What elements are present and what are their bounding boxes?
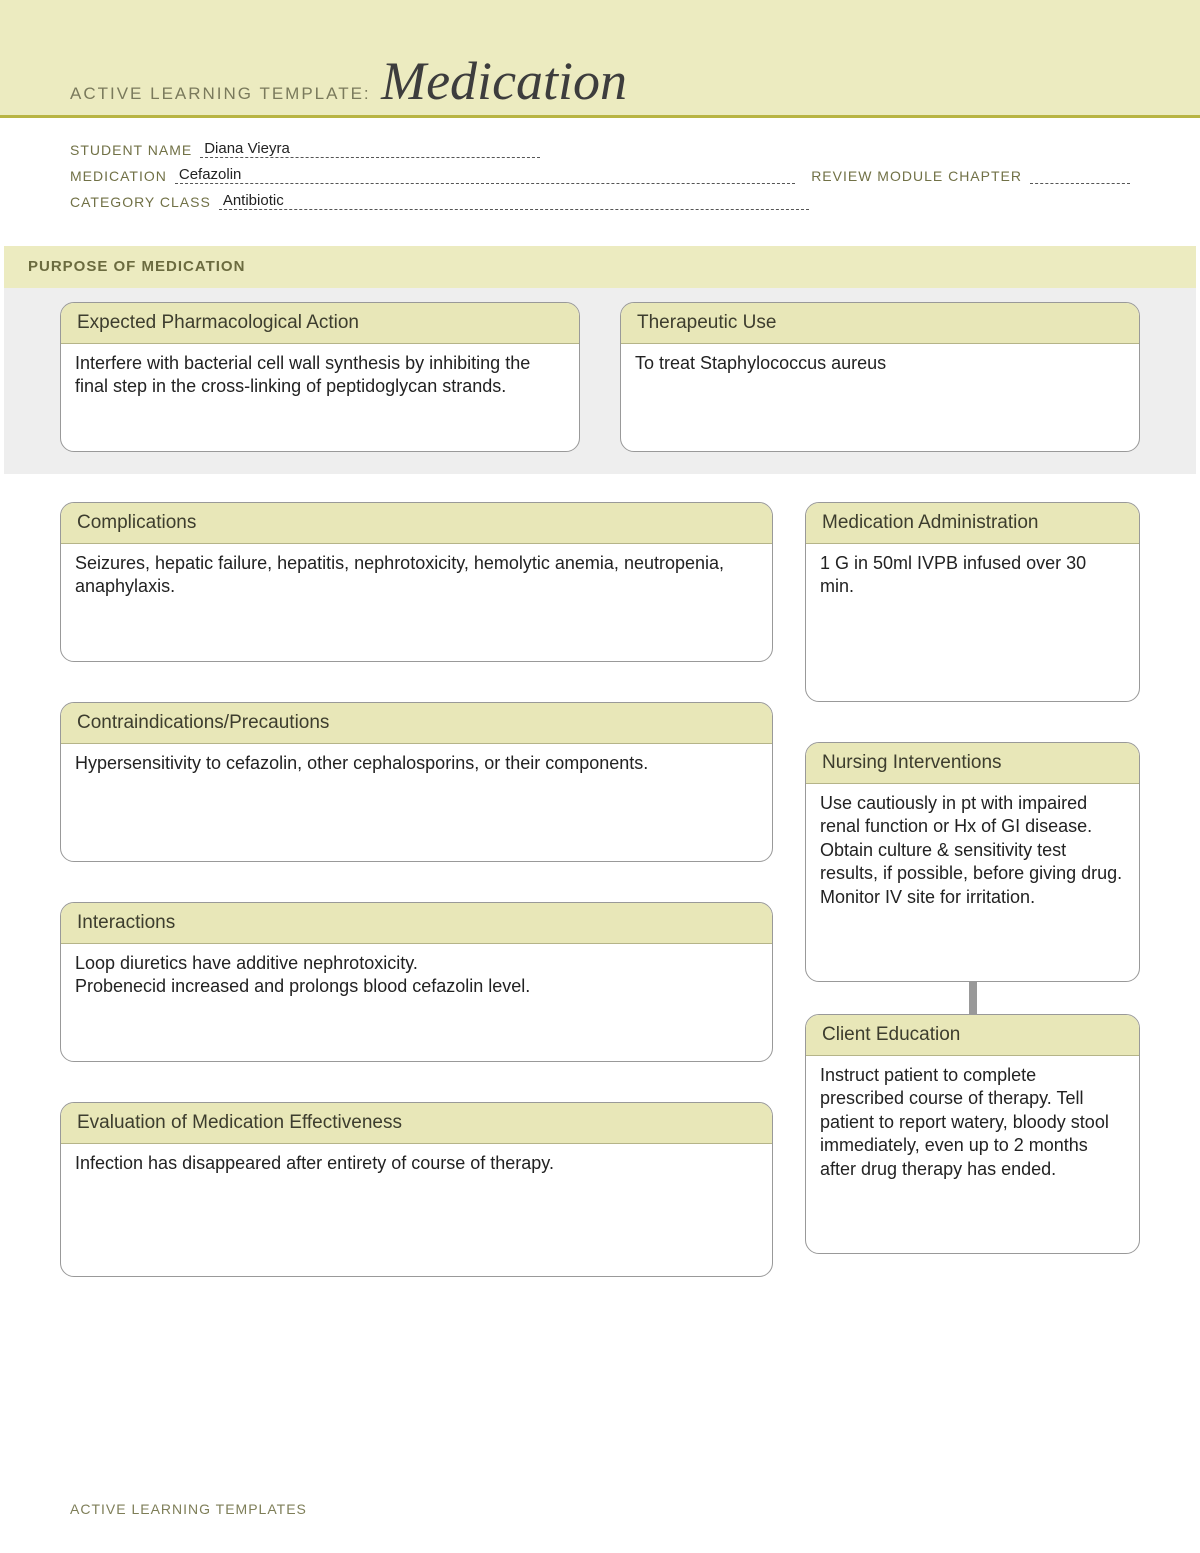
pharm-action-title: Expected Pharmacological Action xyxy=(61,303,579,344)
medication-value: Cefazolin xyxy=(179,166,242,183)
medication-row: MEDICATION Cefazolin REVIEW MODULE CHAPT… xyxy=(70,166,1130,184)
student-name-row: STUDENT NAME Diana Vieyra xyxy=(70,140,1130,158)
evaluation-body: Infection has disappeared after entirety… xyxy=(61,1144,772,1276)
education-card: Client Education Instruct patient to com… xyxy=(805,1014,1140,1254)
category-line: Antibiotic xyxy=(219,192,809,210)
page-header: ACTIVE LEARNING TEMPLATE: Medication xyxy=(0,0,1200,118)
right-column: Medication Administration 1 G in 50ml IV… xyxy=(805,502,1140,1277)
purpose-header: PURPOSE OF MEDICATION xyxy=(4,246,1196,288)
administration-card: Medication Administration 1 G in 50ml IV… xyxy=(805,502,1140,702)
evaluation-title: Evaluation of Medication Effectiveness xyxy=(61,1103,772,1144)
nursing-title: Nursing Interventions xyxy=(806,743,1139,784)
main-columns: Complications Seizures, hepatic failure,… xyxy=(0,474,1200,1277)
complications-card: Complications Seizures, hepatic failure,… xyxy=(60,502,773,662)
complications-body: Seizures, hepatic failure, hepatitis, ne… xyxy=(61,544,772,661)
evaluation-card: Evaluation of Medication Effectiveness I… xyxy=(60,1102,773,1277)
education-body: Instruct patient to complete prescribed … xyxy=(806,1056,1139,1253)
purpose-section: PURPOSE OF MEDICATION Expected Pharmacol… xyxy=(4,246,1196,474)
interactions-card: Interactions Loop diuretics have additiv… xyxy=(60,902,773,1062)
complications-title: Complications xyxy=(61,503,772,544)
student-name-line: Diana Vieyra xyxy=(200,140,540,158)
pharm-action-body: Interfere with bacterial cell wall synth… xyxy=(61,344,579,451)
connector-line xyxy=(969,982,977,1014)
nursing-card: Nursing Interventions Use cautiously in … xyxy=(805,742,1140,982)
therapeutic-card: Therapeutic Use To treat Staphylococcus … xyxy=(620,302,1140,452)
review-label: REVIEW MODULE CHAPTER xyxy=(811,168,1022,184)
administration-title: Medication Administration xyxy=(806,503,1139,544)
student-name-label: STUDENT NAME xyxy=(70,142,192,158)
interactions-body: Loop diuretics have additive nephrotoxic… xyxy=(61,944,772,1061)
nursing-body: Use cautiously in pt with impaired renal… xyxy=(806,784,1139,981)
contraindications-title: Contraindications/Precautions xyxy=(61,703,772,744)
left-column: Complications Seizures, hepatic failure,… xyxy=(60,502,773,1277)
medication-line: Cefazolin xyxy=(175,166,795,184)
review-line xyxy=(1030,166,1130,184)
purpose-header-text: PURPOSE OF MEDICATION xyxy=(28,258,245,275)
therapeutic-title: Therapeutic Use xyxy=(621,303,1139,344)
medication-label: MEDICATION xyxy=(70,168,167,184)
header-title: Medication xyxy=(381,51,627,111)
interactions-title: Interactions xyxy=(61,903,772,944)
therapeutic-body: To treat Staphylococcus aureus xyxy=(621,344,1139,451)
header-prefix: ACTIVE LEARNING TEMPLATE: xyxy=(70,84,371,103)
student-info-block: STUDENT NAME Diana Vieyra MEDICATION Cef… xyxy=(0,118,1200,236)
footer-text: ACTIVE LEARNING TEMPLATES xyxy=(70,1501,307,1517)
category-label: CATEGORY CLASS xyxy=(70,194,211,210)
student-name-value: Diana Vieyra xyxy=(204,140,290,157)
category-value: Antibiotic xyxy=(223,192,284,209)
purpose-body: Expected Pharmacological Action Interfer… xyxy=(4,288,1196,474)
contraindications-body: Hypersensitivity to cefazolin, other cep… xyxy=(61,744,772,861)
administration-body: 1 G in 50ml IVPB infused over 30 min. xyxy=(806,544,1139,701)
pharm-action-card: Expected Pharmacological Action Interfer… xyxy=(60,302,580,452)
category-row: CATEGORY CLASS Antibiotic xyxy=(70,192,1130,210)
education-title: Client Education xyxy=(806,1015,1139,1056)
contraindications-card: Contraindications/Precautions Hypersensi… xyxy=(60,702,773,862)
